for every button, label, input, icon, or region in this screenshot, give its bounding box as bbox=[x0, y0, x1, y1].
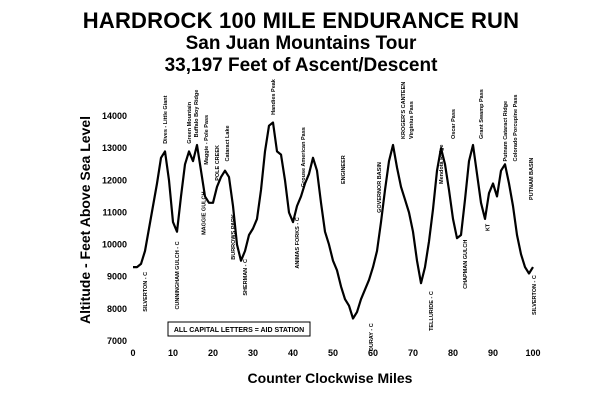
aid-station-annotation: Dives - Little Giant bbox=[163, 95, 169, 143]
aid-station-annotation: Virginius Pass bbox=[409, 101, 415, 139]
aid-station-annotation: Grouse American Pass bbox=[301, 127, 307, 187]
aid-station-annotation: Colorado Porcupine Pass bbox=[513, 95, 519, 162]
aid-station-annotation: SILVERTON - C bbox=[143, 272, 149, 312]
aid-station-annotation: Maggie - Pole Pass bbox=[204, 115, 210, 165]
x-tick-label: 50 bbox=[328, 348, 338, 358]
aid-station-annotation: KROGER'S CANTEEN bbox=[401, 82, 407, 139]
x-tick-label: 0 bbox=[130, 348, 135, 358]
y-tick-label: 13000 bbox=[102, 143, 127, 153]
legend-layer: ALL CAPITAL LETTERS = AID STATION bbox=[167, 321, 311, 337]
x-tick-label: 100 bbox=[525, 348, 540, 358]
aid-station-annotation: Handies Peak bbox=[271, 78, 277, 115]
aid-station-annotation: Grant Swamp Pass bbox=[479, 89, 485, 139]
x-tick-label: 90 bbox=[488, 348, 498, 358]
y-tick-label: 11000 bbox=[102, 207, 127, 217]
chart-title: HARDROCK 100 MILE ENDURANCE RUN bbox=[82, 8, 520, 33]
x-tick-label: 10 bbox=[168, 348, 178, 358]
aid-station-annotation: Mendota Ridge bbox=[439, 145, 445, 184]
elevation-profile-line bbox=[133, 121, 534, 320]
y-tick-label: 14000 bbox=[102, 111, 127, 121]
y-tick-label: 7000 bbox=[107, 336, 127, 346]
elevation-line-layer bbox=[133, 121, 534, 320]
aid-station-annotation: TELLURIDE - C bbox=[429, 291, 435, 331]
annotation-layer: SILVERTON - C Dives - Little Giant CUNNING… bbox=[143, 78, 538, 351]
aid-station-annotation: Buffalo Boy Ridge bbox=[194, 90, 200, 138]
legend-note-text: ALL CAPITAL LETTERS = AID STATION bbox=[174, 327, 304, 334]
y-axis-ticks: 7000 8000 9000 10000 11000 12000 13000 14000 bbox=[102, 111, 127, 346]
x-tick-label: 70 bbox=[408, 348, 418, 358]
x-axis-label: Counter Clockwise Miles bbox=[248, 370, 413, 386]
aid-station-annotation: POLE CREEK bbox=[215, 145, 221, 181]
aid-station-annotation: ANIMAS FORKS - C bbox=[295, 217, 301, 268]
y-tick-label: 10000 bbox=[102, 240, 127, 250]
y-tick-label: 12000 bbox=[102, 175, 127, 185]
y-axis-label: Altitude - Feet Above Sea Level bbox=[77, 116, 93, 324]
aid-station-annotation: SHERMAN - C bbox=[243, 259, 249, 296]
aid-station-annotation: ENGINEER bbox=[341, 155, 347, 184]
chart-subtitle-2: 33,197 Feet of Ascent/Descent bbox=[164, 55, 438, 76]
x-tick-label: 60 bbox=[368, 348, 378, 358]
aid-station-annotation: Oscar Pass bbox=[451, 109, 457, 139]
legend-note-box bbox=[167, 321, 311, 337]
aid-station-annotation: CUNNINGHAM GULCH - C bbox=[175, 241, 181, 309]
chart-titles: HARDROCK 100 MILE ENDURANCE RUN San Juan… bbox=[0, 8, 602, 77]
chart-subtitle: San Juan Mountains Tour bbox=[185, 33, 417, 54]
aid-station-annotation: Green Mountain bbox=[187, 101, 193, 144]
x-tick-label: 30 bbox=[248, 348, 258, 358]
aid-station-annotation: PUTNAM BASIN bbox=[529, 158, 535, 200]
aid-station-annotation: GOVERNOR BASIN bbox=[377, 162, 383, 213]
aid-station-annotation: Putnam Cataract Ridge bbox=[503, 101, 509, 162]
aid-station-annotation: CHAPMAN GULCH bbox=[463, 240, 469, 289]
x-axis-ticks: 0 10 20 30 40 50 60 70 80 90 100 bbox=[130, 348, 540, 358]
aid-station-annotation: KT bbox=[485, 223, 491, 231]
x-tick-label: 40 bbox=[288, 348, 298, 358]
y-tick-label: 8000 bbox=[107, 304, 127, 314]
aid-station-annotation: MAGGIE GULCH bbox=[201, 191, 207, 234]
x-tick-label: 20 bbox=[208, 348, 218, 358]
aid-station-annotation: Cataract Lake bbox=[225, 125, 231, 161]
aid-station-annotation: BURROWS PARK bbox=[231, 214, 237, 260]
aid-station-annotation: SILVERTON - C bbox=[532, 275, 538, 315]
x-tick-label: 80 bbox=[448, 348, 458, 358]
y-tick-label: 9000 bbox=[107, 272, 127, 282]
aid-station-annotation: OURAY - C bbox=[369, 323, 375, 351]
